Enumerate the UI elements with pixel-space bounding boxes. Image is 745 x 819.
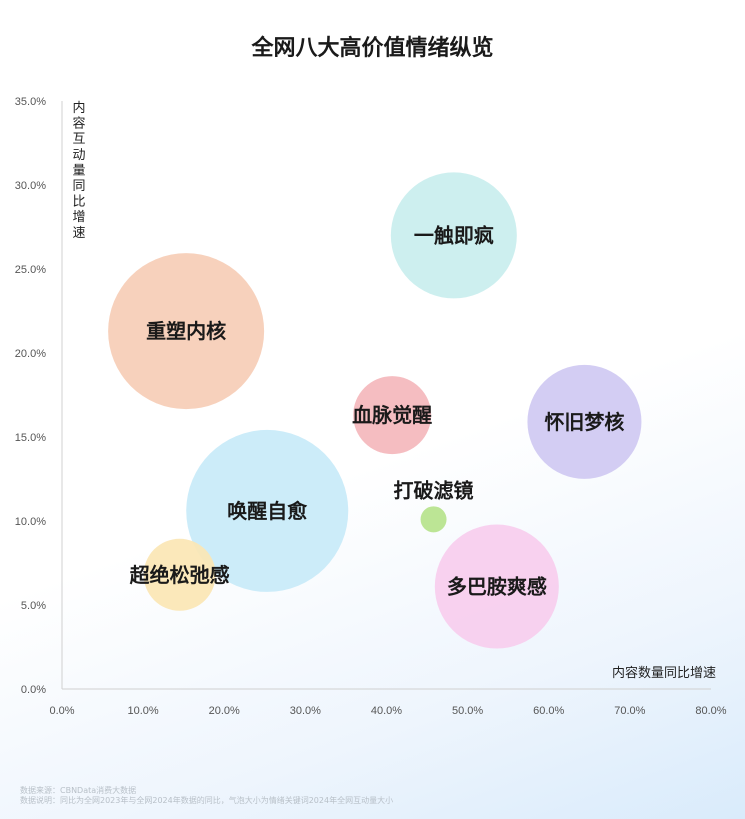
bubble-label: 打破滤镜 <box>394 478 474 502</box>
bubble <box>390 172 517 299</box>
bubble <box>420 506 447 533</box>
bubble-label: 怀旧梦核 <box>544 410 624 434</box>
y-tick-label: 15.0% <box>15 432 46 444</box>
y-tick-label: 25.0% <box>15 264 46 276</box>
bubble-label: 唤醒自愈 <box>227 499 308 523</box>
y-tick-label: 0.0% <box>21 684 46 696</box>
bubble <box>353 376 432 455</box>
y-axis-label: 内容互动量同比增速 <box>72 100 85 241</box>
bubble <box>108 253 265 410</box>
x-tick-label: 60.0% <box>533 705 564 717</box>
chart-axes: 0.0% 5.0% 10.0% 15.0% 20.0% 25.0% 30.0% 35.0% 0.… <box>15 96 727 717</box>
x-tick-label: 0.0% <box>49 705 74 717</box>
x-tick-label: 80.0% <box>695 705 726 717</box>
footer: 数据来源：CBNData消费大数据 数据说明：同比为全网2023年与全网2024… <box>20 786 393 806</box>
bubble <box>434 524 559 649</box>
x-tick-label: 10.0% <box>128 705 159 717</box>
x-tick-label: 70.0% <box>614 705 645 717</box>
x-tick-label: 20.0% <box>209 705 240 717</box>
x-tick-label: 50.0% <box>452 705 483 717</box>
bubble-label: 超绝松弛感 <box>129 563 230 587</box>
chart-title: 全网八大高价值情绪纵览 <box>251 35 494 61</box>
y-tick-label: 30.0% <box>15 180 46 192</box>
y-tick-label: 35.0% <box>15 96 46 108</box>
y-tick-label: 20.0% <box>15 348 46 360</box>
bubble <box>186 429 349 592</box>
x-tick-label: 40.0% <box>371 705 402 717</box>
x-tick-label: 30.0% <box>290 705 321 717</box>
y-tick-label: 5.0% <box>21 600 46 612</box>
bubble <box>143 538 216 611</box>
y-tick-label: 10.0% <box>15 516 46 528</box>
bubble-label: 多巴胺爽感 <box>447 575 547 599</box>
bubble-label: 重塑内核 <box>146 319 226 343</box>
bubble-label: 血脉觉醒 <box>352 403 432 427</box>
bubble <box>527 364 642 479</box>
x-axis-label: 内容数量同比增速 <box>612 665 716 681</box>
bubble-layer <box>108 172 642 649</box>
bubble-label: 一触即疯 <box>414 223 494 247</box>
data-source-note: 数据来源：CBNData消费大数据 <box>20 786 137 795</box>
bubble-chart: 0.0% 5.0% 10.0% 15.0% 20.0% 25.0% 30.0% 35.0% 0.… <box>15 96 727 717</box>
data-explanation-note: 数据说明：同比为全网2023年与全网2024年数据的同比，气泡大小为情绪关键词2… <box>20 796 394 805</box>
bubble-label-layer: 一触即疯重塑内核血脉觉醒 怀旧梦核打破滤镜唤醒自愈超绝松弛感多巴胺爽感 <box>129 223 625 598</box>
